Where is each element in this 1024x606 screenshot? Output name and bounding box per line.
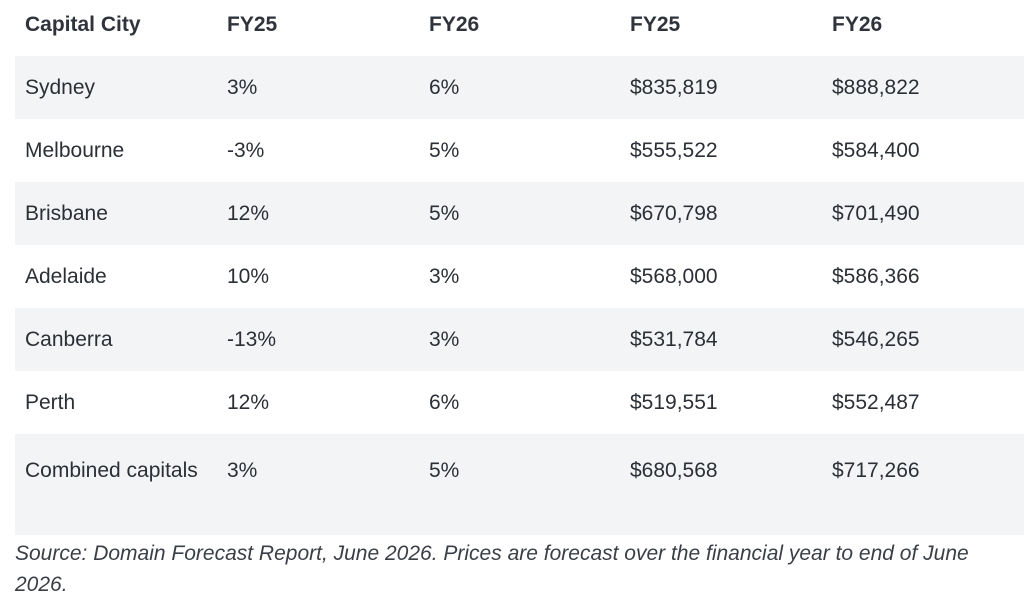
price-forecast-table: Capital City FY25 FY26 FY25 FY26 Sydney … bbox=[15, 0, 1024, 535]
header-capital-city: Capital City bbox=[15, 0, 217, 56]
price-fy26-cell: $546,265 bbox=[822, 308, 1024, 371]
header-price-fy26: FY26 bbox=[822, 0, 1024, 56]
growth-fy26-cell: 6% bbox=[429, 390, 460, 414]
growth-fy26-cell: 3% bbox=[429, 264, 460, 288]
growth-fy26-cell: 5% bbox=[429, 138, 460, 162]
price-fy26-cell: $888,822 bbox=[822, 56, 1024, 119]
price-fy25-cell: $680,568 bbox=[620, 434, 822, 535]
growth-fy25-cell: 12% bbox=[217, 182, 419, 245]
price-fy25-cell: $519,551 bbox=[630, 390, 718, 414]
table-row: Perth 12% 6% $519,551 $552,487 bbox=[15, 371, 1024, 434]
growth-fy26-cell: 3% bbox=[419, 308, 620, 371]
growth-fy26-cell: 6% bbox=[419, 56, 620, 119]
city-cell: Brisbane bbox=[15, 182, 217, 245]
header-growth-fy25: FY25 bbox=[217, 0, 419, 56]
source-caption: Source: Domain Forecast Report, June 202… bbox=[15, 542, 969, 596]
growth-fy25-cell: 10% bbox=[227, 264, 270, 288]
city-cell: Melbourne bbox=[25, 138, 125, 162]
city-cell: Combined capitals bbox=[15, 434, 217, 535]
table-body: Sydney 3% 6% $835,819 $888,822 Melbourne… bbox=[15, 56, 1024, 535]
header-row: Capital City FY25 FY26 FY25 FY26 bbox=[15, 0, 1024, 56]
growth-fy25-cell: -3% bbox=[227, 138, 265, 162]
price-fy25-cell: $531,784 bbox=[620, 308, 822, 371]
price-fy25-cell: $670,798 bbox=[620, 182, 822, 245]
city-cell: Adelaide bbox=[25, 264, 107, 288]
price-fy25-cell: $835,819 bbox=[620, 56, 822, 119]
price-fy26-cell: $584,400 bbox=[832, 138, 920, 162]
table-row: Brisbane 12% 5% $670,798 $701,490 bbox=[15, 182, 1024, 245]
growth-fy26-cell: 5% bbox=[419, 182, 620, 245]
growth-fy25-cell: 12% bbox=[227, 390, 270, 414]
table-row: Combined capitals 3% 5% $680,568 $717,26… bbox=[15, 434, 1024, 535]
table-header: Capital City FY25 FY26 FY25 FY26 bbox=[15, 0, 1024, 56]
header-price-fy25: FY25 bbox=[620, 0, 822, 56]
price-fy26-cell: $552,487 bbox=[832, 390, 920, 414]
price-fy26-cell: $717,266 bbox=[822, 434, 1024, 535]
price-fy26-cell: $586,366 bbox=[832, 264, 920, 288]
growth-fy26-cell: 5% bbox=[419, 434, 620, 535]
price-fy26-cell: $701,490 bbox=[822, 182, 1024, 245]
growth-fy25-cell: 3% bbox=[217, 56, 419, 119]
table-row: Melbourne -3% 5% $555,522 $584,400 bbox=[15, 119, 1024, 182]
table-row: Sydney 3% 6% $835,819 $888,822 bbox=[15, 56, 1024, 119]
city-cell: Canberra bbox=[15, 308, 217, 371]
table-row: Canberra -13% 3% $531,784 $546,265 bbox=[15, 308, 1024, 371]
table-row: Adelaide 10% 3% $568,000 $586,366 bbox=[15, 245, 1024, 308]
header-growth-fy26: FY26 bbox=[419, 0, 620, 56]
growth-fy25-cell: 3% bbox=[217, 434, 419, 535]
price-fy25-cell: $555,522 bbox=[630, 138, 718, 162]
growth-fy25-cell: -13% bbox=[217, 308, 419, 371]
price-fy25-cell: $568,000 bbox=[630, 264, 718, 288]
city-cell: Sydney bbox=[15, 56, 217, 119]
city-cell: Perth bbox=[25, 390, 76, 414]
